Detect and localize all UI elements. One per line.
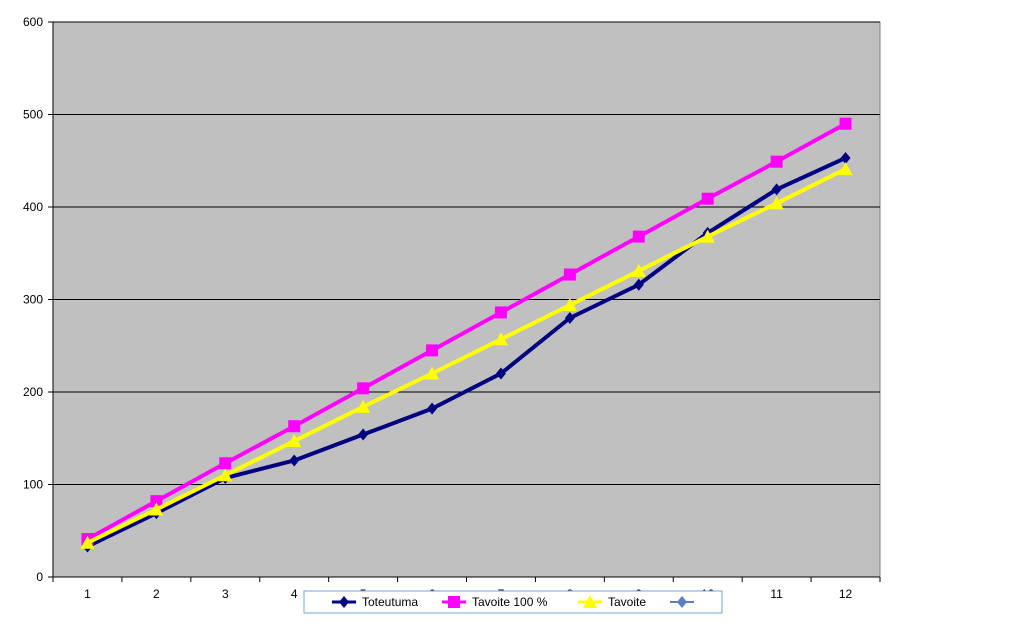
data-point (287, 434, 302, 448)
series-line (86, 121, 847, 541)
series-1 (81, 117, 852, 546)
legend-label: Toteutuma (362, 595, 418, 609)
x-tick-label: 3 (222, 587, 229, 601)
x-tick-label: 11 (770, 587, 783, 601)
legend-swatch-marker (448, 596, 460, 608)
data-point (425, 366, 440, 380)
data-point (218, 468, 233, 482)
data-point (494, 306, 507, 319)
data-point (838, 162, 853, 176)
data-point (633, 278, 644, 291)
y-tick-label: 100 (23, 478, 43, 492)
legend-label: Tavoite (608, 595, 646, 609)
data-point (700, 229, 715, 243)
data-point (495, 367, 506, 380)
x-tick-label: 12 (839, 587, 853, 601)
data-point (632, 230, 645, 243)
data-point (563, 268, 576, 281)
legend: Toteutuma Tavoite 100 % Tavoite (303, 590, 723, 614)
y-tick-label: 0 (36, 570, 43, 584)
y-tick-label: 300 (23, 293, 43, 307)
legend-swatch-marker (339, 596, 349, 608)
data-point (564, 312, 575, 324)
legend-swatch-marker (677, 596, 687, 608)
data-point (840, 151, 851, 164)
data-point (771, 183, 782, 196)
legend-label: Tavoite 100 % (472, 595, 548, 609)
data-point (149, 502, 164, 516)
series-line (86, 167, 847, 545)
legend-swatch-marker (583, 595, 597, 608)
x-tick-label: 1 (84, 587, 91, 601)
data-point (288, 420, 301, 433)
data-point (493, 332, 508, 346)
data-point (562, 298, 577, 312)
series-line (86, 156, 847, 549)
y-tick-label: 200 (23, 385, 43, 399)
data-point (427, 402, 438, 415)
data-point (631, 263, 646, 277)
data-point (426, 344, 439, 357)
data-point (356, 399, 371, 413)
data-point (289, 454, 300, 467)
data-point (357, 382, 370, 395)
data-point (358, 428, 369, 441)
data-point (150, 495, 163, 508)
y-tick-label: 600 (23, 15, 43, 29)
data-point (219, 457, 232, 470)
legend-box (303, 590, 723, 614)
data-point (839, 117, 852, 130)
x-tick-label: 4 (291, 587, 298, 601)
series-2 (80, 162, 853, 549)
data-point (769, 196, 784, 210)
plot-area (48, 21, 881, 578)
y-tick-label: 500 (23, 108, 43, 122)
data-point (80, 535, 95, 549)
data-point (770, 155, 783, 168)
data-point (701, 192, 714, 205)
x-tick-label: 2 (153, 587, 160, 601)
y-tick-label: 400 (23, 200, 43, 214)
